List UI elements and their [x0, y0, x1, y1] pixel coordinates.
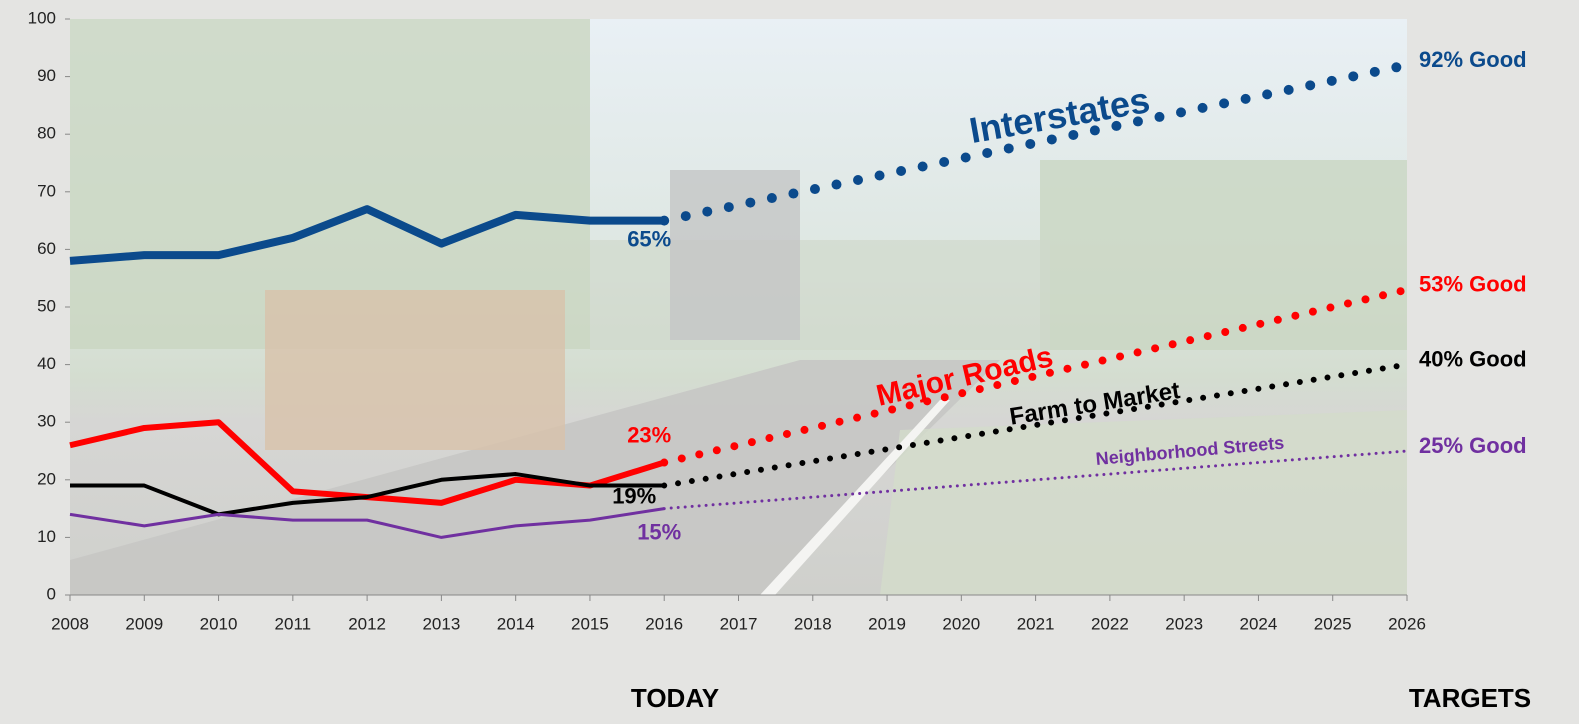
x-tick-label: 2025 — [1314, 614, 1352, 633]
today-label: TODAY — [631, 683, 719, 713]
current-label: 65% — [627, 226, 671, 251]
y-tick-label: 40 — [37, 354, 56, 373]
y-tick-label: 50 — [37, 296, 56, 315]
history-line — [69, 205, 665, 265]
x-tick-label: 2012 — [348, 614, 386, 633]
x-tick-label: 2015 — [571, 614, 609, 633]
x-tick-label: 2020 — [942, 614, 980, 633]
x-tick-label: 2010 — [200, 614, 238, 633]
x-tick-label: 2011 — [275, 614, 312, 633]
current-label: 15% — [637, 519, 681, 544]
y-tick-label: 80 — [37, 124, 56, 143]
x-tick-label: 2022 — [1091, 614, 1129, 633]
y-tick-label: 30 — [37, 412, 56, 431]
x-tick-label: 2016 — [645, 614, 683, 633]
x-tick-label: 2021 — [1017, 614, 1055, 633]
y-tick-label: 70 — [37, 181, 56, 200]
target-line — [661, 361, 1410, 489]
x-tick-label: 2023 — [1165, 614, 1203, 633]
x-tick-label: 2018 — [794, 614, 832, 633]
target-line — [660, 285, 1411, 467]
target-label: 92% Good — [1419, 47, 1527, 72]
target-label: 40% Good — [1419, 346, 1527, 371]
x-tick-label: 2009 — [125, 614, 163, 633]
y-tick-label: 60 — [37, 239, 56, 258]
current-label: 23% — [627, 422, 671, 447]
x-tick-label: 2019 — [868, 614, 906, 633]
y-tick-label: 90 — [37, 66, 56, 85]
y-tick-label: 20 — [37, 469, 56, 488]
target-label: 53% Good — [1419, 272, 1527, 297]
history-line — [70, 472, 665, 517]
x-tick-label: 2013 — [422, 614, 460, 633]
target-label: 25% Good — [1419, 433, 1527, 458]
axes: 0 10 20 30 40 50 60 70 80 90 100 2008 2009 2010 2011 20… — [28, 8, 1426, 633]
targets-label: TARGETS — [1409, 683, 1531, 713]
x-tick-label: 2017 — [720, 614, 758, 633]
current-label: 19% — [612, 483, 656, 508]
x-tick-label: 2008 — [51, 614, 89, 633]
y-tick-label: 10 — [37, 527, 56, 546]
x-tick-label: 2026 — [1388, 614, 1426, 633]
x-tick-label: 2014 — [497, 614, 535, 633]
history-line — [69, 507, 665, 539]
x-tick-label: 2024 — [1240, 614, 1278, 633]
y-tick-label: 100 — [28, 8, 56, 27]
y-tick-label: 0 — [47, 584, 56, 603]
